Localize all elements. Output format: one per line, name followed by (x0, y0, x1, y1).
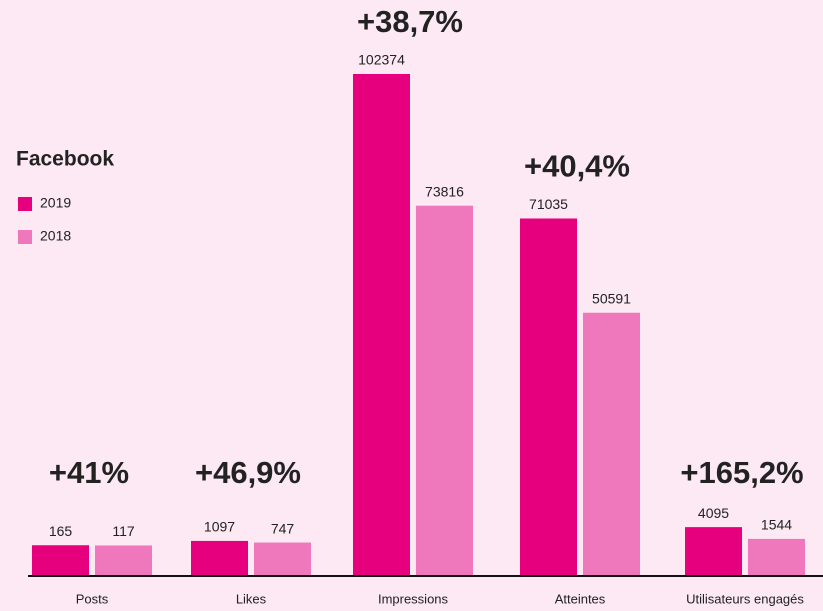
annotation: +46,9% (195, 455, 301, 490)
bar (685, 527, 742, 576)
bar (353, 74, 410, 576)
value-label: 102374 (358, 52, 405, 68)
annotation: +40,4% (524, 149, 630, 184)
value-label: 117 (112, 523, 135, 539)
bar (748, 538, 805, 576)
legend-label: 2018 (40, 228, 71, 244)
value-label: 165 (49, 523, 73, 539)
value-label: 50591 (592, 290, 631, 306)
x-tick-label: Utilisateurs engagés (686, 591, 804, 606)
bar (416, 205, 473, 576)
bar (191, 540, 248, 576)
x-tick-label: Likes (236, 591, 267, 606)
bar (254, 542, 311, 576)
x-tick-label: Posts (76, 591, 109, 606)
value-label: 73816 (425, 183, 464, 199)
legend-swatch (18, 197, 32, 211)
legend-swatch (18, 230, 32, 244)
legend-label: 2019 (40, 195, 71, 211)
value-label: 1097 (204, 519, 235, 535)
x-tick-label: Impressions (378, 591, 449, 606)
value-label: 4095 (698, 505, 729, 521)
bar (32, 545, 89, 576)
annotation: +38,7% (357, 4, 463, 39)
annotation: +165,2% (680, 455, 803, 490)
chart-title: Facebook (16, 148, 114, 171)
value-label: 71035 (529, 196, 568, 212)
annotation: +41% (49, 455, 129, 490)
x-tick-label: Atteintes (555, 591, 606, 606)
bar (583, 312, 640, 576)
value-label: 1544 (761, 517, 792, 533)
value-label: 747 (271, 520, 295, 536)
bar (95, 545, 152, 576)
bar (520, 218, 577, 577)
